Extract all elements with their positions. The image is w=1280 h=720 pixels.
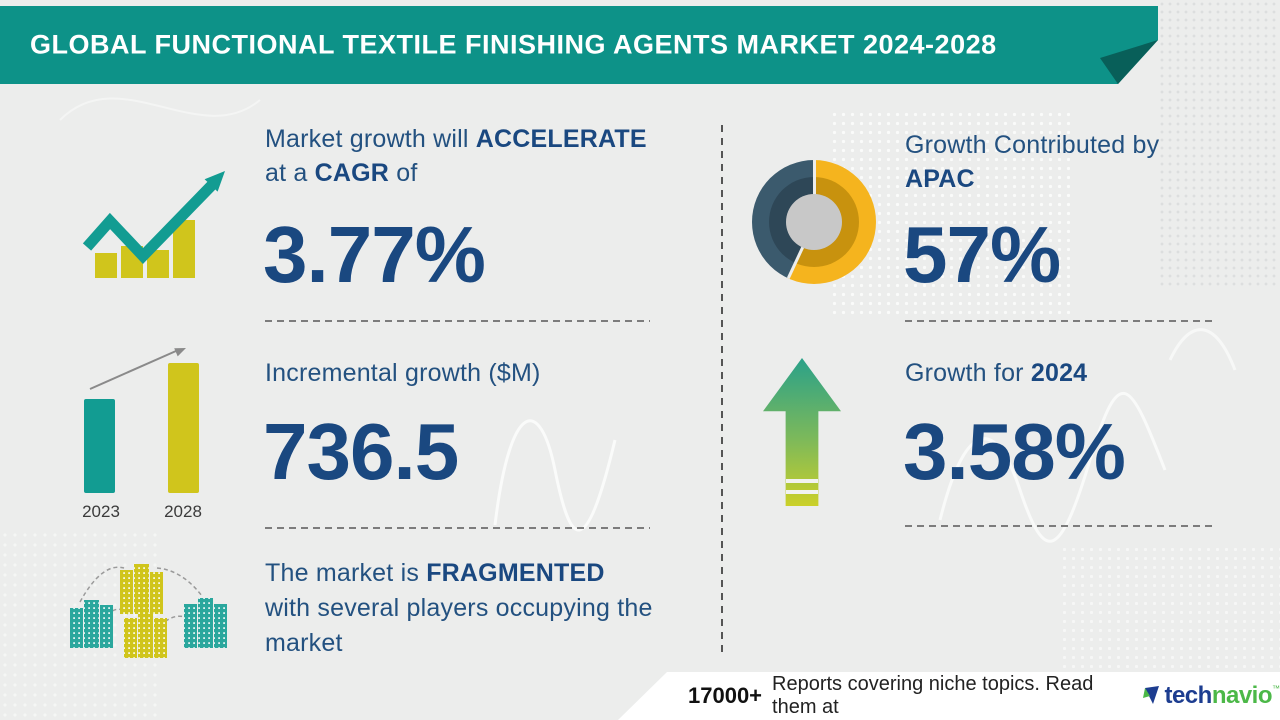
brand-part-tech: tech — [1164, 682, 1212, 709]
growth-2024-value: 3.58% — [903, 407, 1126, 496]
footer-tagline: Reports covering niche topics. Read them… — [772, 673, 1094, 718]
fragmentation-text: The market is FRAGMENTED with several pl… — [265, 559, 653, 657]
brand-part-navio: navio — [1211, 682, 1273, 709]
apac-label: Growth Contributed by APAC — [905, 131, 1160, 193]
header-ribbon-bar — [0, 6, 1158, 84]
reports-count: 17000+ — [688, 683, 763, 708]
cagr-value: 3.77% — [263, 210, 486, 299]
growth-2024-label: Growth for 2024 — [905, 359, 1088, 387]
bar-comparison-icon: 2023 2028 — [82, 348, 202, 521]
bar-year-left: 2023 — [82, 502, 120, 521]
donut-chart-icon — [752, 160, 876, 284]
arrow-stripe — [785, 479, 819, 484]
up-arrow-icon — [763, 358, 841, 506]
arrow-stripe — [785, 489, 819, 494]
donut-center — [786, 194, 842, 250]
donut-gap-line — [812, 160, 816, 222]
page-title: GLOBAL FUNCTIONAL TEXTILE FINISHING AGEN… — [30, 29, 997, 60]
bar-year-right: 2028 — [164, 502, 202, 521]
dot-pattern — [1060, 545, 1280, 675]
buildings-icon — [70, 564, 227, 658]
incremental-label: Incremental growth ($M) — [265, 359, 541, 387]
apac-value: 57% — [903, 210, 1061, 299]
divider — [905, 320, 1217, 322]
header-ribbon: GLOBAL FUNCTIONAL TEXTILE FINISHING AGEN… — [0, 6, 1158, 84]
cagr-label: Market growth will ACCELERATE at a CAGR … — [265, 125, 647, 187]
divider — [265, 320, 650, 322]
brand-trademark: ™ — [1272, 684, 1280, 693]
technavio-logo: tech navio ™ — [1142, 683, 1280, 709]
growth-chart-icon — [82, 171, 225, 278]
divider — [265, 527, 650, 529]
vertical-divider — [721, 125, 723, 653]
divider — [905, 525, 1217, 527]
technavio-arrow-icon — [1143, 686, 1160, 704]
incremental-value: 736.5 — [263, 407, 459, 496]
footer-band: 17000+ Reports covering niche topics. Re… — [618, 672, 1280, 720]
